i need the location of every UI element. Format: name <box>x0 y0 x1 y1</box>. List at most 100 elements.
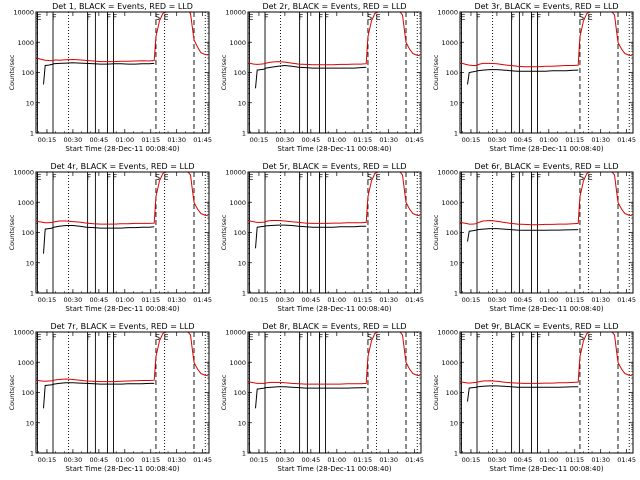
panel-title: Det 5r, BLACK = Events, RED = LLD <box>262 162 406 171</box>
y-tick-label: 1 <box>30 130 34 138</box>
x-tick-label: 00:15 <box>462 296 481 304</box>
y-tick-label: 10 <box>238 419 246 427</box>
event-marker-label: E <box>376 173 381 182</box>
y-tick-label: 1000 <box>229 359 246 367</box>
panel-title: Det 4r, BLACK = Events, RED = LLD <box>50 162 194 171</box>
x-tick-label: 00:15 <box>462 136 481 144</box>
y-tick-label: 1 <box>454 130 458 138</box>
panel-title: Det 1, BLACK = Events, RED = LLD <box>52 2 193 11</box>
y-tick-label: 1 <box>30 290 34 298</box>
x-tick-label: 01:45 <box>405 296 424 304</box>
event-marker-label: E <box>460 333 465 342</box>
x-tick-label: 00:30 <box>276 456 295 464</box>
event-marker-label: S <box>155 13 160 22</box>
x-tick-label: 01:15 <box>353 456 372 464</box>
panel-9: Det 9r, BLACK = Events, RED = LLD 1 10 100 1… <box>432 322 636 473</box>
x-tick-label: 01:30 <box>379 456 398 464</box>
panel-7: Det 7r, BLACK = Events, RED = LLD 1 10 100 1… <box>8 322 212 473</box>
plot-frame <box>459 171 634 294</box>
series-events-line <box>467 228 579 242</box>
y-tick-label: 1 <box>242 290 246 298</box>
x-tick-label: 01:30 <box>167 296 186 304</box>
x-tick-label: 00:15 <box>462 456 481 464</box>
y-axis-label: Counts/sec <box>8 54 16 90</box>
series-group <box>460 12 632 85</box>
event-marker-label: F <box>52 173 57 182</box>
series-group <box>36 332 208 409</box>
x-tick-label: 00:45 <box>301 136 320 144</box>
x-axis-label: Start Time (28-Dec-11 00:08:40) <box>489 145 603 153</box>
y-tick-label: 1000 <box>17 359 34 367</box>
event-marker-label: F <box>531 13 536 22</box>
event-marker-label: F <box>107 333 112 342</box>
x-tick-label: 01:00 <box>115 456 134 464</box>
x-tick-label: 00:30 <box>64 296 83 304</box>
event-marker-label: F <box>299 13 304 22</box>
event-marker-label: F <box>264 333 269 342</box>
series-events-line <box>467 385 579 402</box>
event-marker-label: E <box>248 13 253 22</box>
x-tick-label: 01:30 <box>379 296 398 304</box>
y-tick-label: 100 <box>234 389 246 397</box>
y-axis-label: Counts/sec <box>8 374 16 410</box>
event-marker-label: E <box>36 13 41 22</box>
x-tick-label: 01:30 <box>167 136 186 144</box>
event-marker-label: E <box>588 13 593 22</box>
y-tick-label: 10 <box>450 259 458 267</box>
plot-frame <box>247 171 422 294</box>
x-tick-label: 00:15 <box>250 296 269 304</box>
event-marker-label: E <box>248 333 253 342</box>
series-lld-line <box>460 172 632 226</box>
x-tick-label: 00:15 <box>250 136 269 144</box>
event-marker-label: F <box>113 333 118 342</box>
x-tick-label: 00:30 <box>488 456 507 464</box>
event-marker-label: F <box>325 333 330 342</box>
event-marker-label: F <box>299 173 304 182</box>
event-marker-label: S <box>367 333 372 342</box>
panel-4: Det 4r, BLACK = Events, RED = LLD 1 10 100 1… <box>8 162 212 313</box>
x-tick-label: 01:00 <box>327 296 346 304</box>
y-tick-label: 10000 <box>13 329 34 337</box>
series-events-line <box>43 62 155 85</box>
y-axis-label: Counts/sec <box>432 54 440 90</box>
x-tick-label: 01:45 <box>193 296 212 304</box>
x-axis-label: Start Time (28-Dec-11 00:08:40) <box>65 145 179 153</box>
y-tick-label: 1000 <box>229 199 246 207</box>
x-tick-label: 00:30 <box>488 296 507 304</box>
event-marker-label: F <box>476 13 481 22</box>
y-tick-label: 100 <box>22 229 34 237</box>
plot-frame <box>247 331 422 454</box>
event-marker-label: F <box>537 173 542 182</box>
x-tick-label: 00:45 <box>513 296 532 304</box>
event-marker-label: S <box>367 173 372 182</box>
plot-frame <box>35 331 210 454</box>
event-marker-label: F <box>87 173 92 182</box>
x-tick-label: 00:45 <box>89 296 108 304</box>
event-marker-label: E <box>588 173 593 182</box>
x-tick-label: 01:15 <box>141 456 160 464</box>
plot-frame <box>247 11 422 134</box>
event-marker-label: S <box>579 13 584 22</box>
event-marker-label: F <box>52 333 57 342</box>
panel-title: Det 9r, BLACK = Events, RED = LLD <box>474 322 618 331</box>
x-tick-label: 00:15 <box>38 136 57 144</box>
x-tick-label: 01:00 <box>115 296 134 304</box>
series-events-line <box>255 224 367 249</box>
y-tick-label: 10000 <box>437 169 458 177</box>
event-marker-label: E <box>164 333 169 342</box>
y-tick-label: 100 <box>446 229 458 237</box>
panel-6: Det 6r, BLACK = Events, RED = LLD 1 10 100 1… <box>432 162 636 313</box>
x-tick-label: 00:15 <box>250 456 269 464</box>
event-marker-label: F <box>87 333 92 342</box>
panel-title: Det 6r, BLACK = Events, RED = LLD <box>474 162 618 171</box>
x-tick-label: 00:15 <box>38 296 57 304</box>
x-tick-label: 01:15 <box>141 296 160 304</box>
y-tick-label: 1000 <box>441 199 458 207</box>
y-axis-label: Counts/sec <box>220 374 228 410</box>
x-tick-label: 01:00 <box>327 456 346 464</box>
plot-frame <box>459 11 634 134</box>
x-tick-label: 00:45 <box>301 456 320 464</box>
x-tick-label: 00:45 <box>513 136 532 144</box>
x-tick-label: 00:30 <box>64 136 83 144</box>
